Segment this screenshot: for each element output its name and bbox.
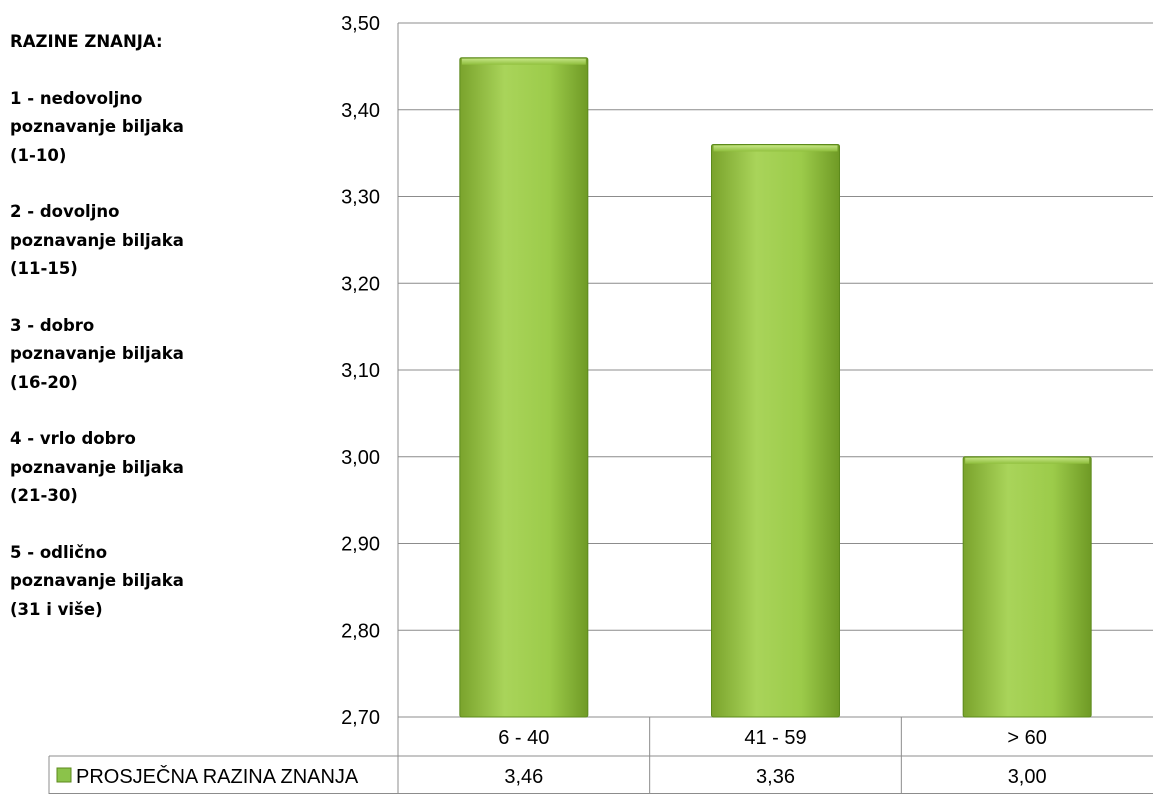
knowledge-levels-title: RAZINE ZNANJA: (10, 32, 163, 51)
bars (459, 57, 1092, 718)
level-3-line-2: poznavanje biljaka (10, 344, 184, 363)
y-tick-label: 2,70 (341, 707, 380, 729)
legend-series-name: PROSJEČNA RAZINA ZNANJA (76, 765, 359, 788)
level-1-line-3: (1-10) (10, 145, 67, 165)
level-3-line-3: (16-20) (10, 372, 78, 392)
knowledge-levels-panel: RAZINE ZNANJA: 1 - nedovoljno poznavanje… (10, 28, 250, 652)
y-axis-tick-labels: 2,70 2,80 2,90 3,00 3,10 3,20 3,30 3,40 3,50 (341, 13, 380, 729)
level-1-line-2: poznavanje biljaka (10, 117, 184, 136)
y-tick-label: 2,80 (341, 620, 380, 642)
x-category-label: 6 - 40 (498, 727, 549, 749)
y-tick-label: 3,30 (341, 187, 380, 209)
bar-1 (459, 57, 589, 718)
knowledge-level-2: 2 - dovoljno poznavanje biljaka (11-15) (10, 198, 250, 284)
level-4-line-2: poznavanje biljaka (10, 457, 184, 477)
bar-2 (711, 143, 840, 718)
knowledge-level-3: 3 - dobro poznavanje biljaka (16-20) (10, 312, 250, 398)
data-value-label: 3,46 (504, 766, 543, 788)
y-tick-label: 3,20 (341, 273, 380, 295)
knowledge-level-5: 5 - odlično poznavanje biljaka (31 i viš… (10, 539, 250, 625)
y-tick-label: 3,00 (341, 447, 380, 469)
level-4-line-1: 4 - vrlo dobro (10, 429, 136, 448)
data-value-label: 3,36 (756, 766, 795, 788)
x-category-label: > 60 (1007, 727, 1046, 749)
y-tick-label: 2,90 (341, 534, 380, 556)
level-1-line-1: 1 - nedovoljno (10, 88, 143, 108)
y-tick-label: 3,40 (341, 100, 380, 122)
knowledge-level-4: 4 - vrlo dobro poznavanje biljaka (21-30… (10, 425, 250, 511)
bar-3 (962, 456, 1092, 718)
level-2-line-1: 2 - dovoljno (10, 202, 120, 221)
y-tick-label: 3,10 (341, 360, 380, 382)
data-table: 6 - 40 41 - 59 > 60 3,46 3,36 3,00 PROSJEČNA R… (48, 717, 1153, 794)
level-4-line-3: (21-30) (10, 486, 78, 505)
level-5-line-2: poznavanje biljaka (10, 571, 184, 590)
level-2-line-2: poznavanje biljaka (10, 230, 184, 250)
level-5-line-1: 5 - odlično (10, 542, 108, 562)
knowledge-level-1: 1 - nedovoljno poznavanje biljaka (1-10) (10, 85, 250, 171)
level-3-line-1: 3 - dobro (10, 315, 95, 335)
legend-swatch (56, 767, 72, 783)
level-2-line-3: (11-15) (10, 259, 78, 278)
data-value-label: 3,00 (1008, 766, 1047, 788)
y-tick-label: 3,50 (341, 13, 380, 35)
level-5-line-3: (31 i više) (10, 599, 103, 619)
x-category-label: 41 - 59 (744, 727, 806, 749)
